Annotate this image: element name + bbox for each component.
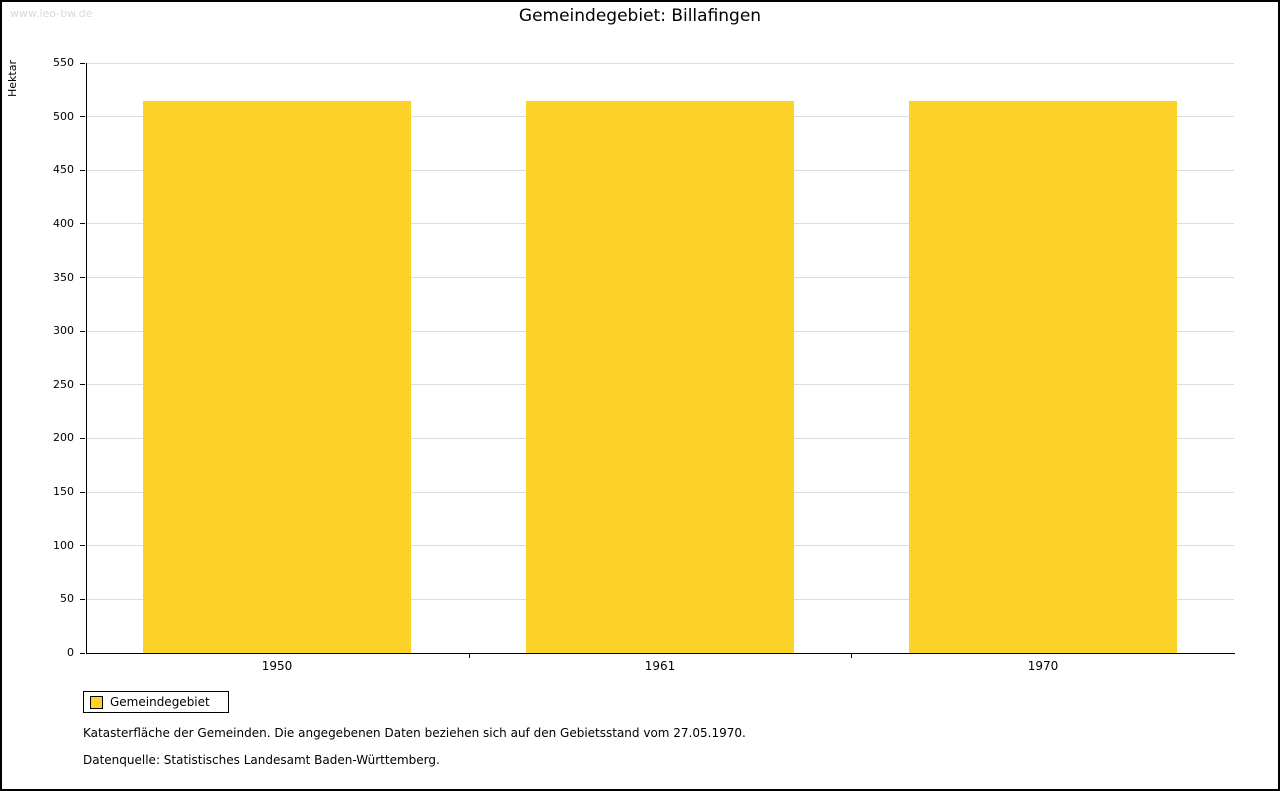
y-tick-mark: [80, 652, 85, 654]
y-tick-label: 400: [53, 216, 74, 230]
y-tick-label: 50: [60, 592, 74, 606]
y-tick-mark: [80, 330, 85, 332]
y-tick-label: 550: [53, 56, 74, 69]
x-tick-mark: [851, 653, 852, 658]
legend-swatch-icon: [90, 695, 103, 709]
x-tick-mark: [469, 653, 470, 658]
x-tick-label: 1950: [261, 659, 293, 673]
x-axis-line: [86, 653, 1235, 654]
y-tick-mark: [80, 545, 85, 547]
y-tick-label: 300: [53, 324, 74, 338]
y-tick-mark: [80, 223, 85, 225]
watermark: www.leo-bw.de: [10, 7, 93, 20]
y-tick-label: 150: [53, 485, 74, 499]
legend: Gemeindegebiet: [83, 691, 229, 713]
bar-1970: [909, 100, 1177, 653]
y-tick-label: 450: [53, 163, 74, 177]
footnote-data-source: Datenquelle: Statistisches Landesamt Bad…: [83, 753, 440, 767]
y-tick-mark: [80, 169, 85, 171]
bar-1950: [143, 100, 411, 653]
y-tick-mark: [80, 116, 85, 118]
y-tick-label: 100: [53, 538, 74, 552]
y-tick-label: 0: [67, 646, 74, 659]
legend-label: Gemeindegebiet: [110, 695, 210, 709]
y-tick-label: 250: [53, 377, 74, 391]
y-tick-mark: [80, 491, 85, 493]
x-tick-label: 1961: [644, 659, 676, 673]
bar-1961: [526, 100, 794, 653]
y-axis-line: [86, 63, 87, 653]
chart-title: Gemeindegebiet: Billafingen: [518, 6, 762, 26]
y-tick-label: 200: [53, 431, 74, 445]
gridline: [86, 62, 1234, 64]
footnote-source-note: Katasterfläche der Gemeinden. Die angege…: [83, 726, 746, 740]
y-tick-label: 350: [53, 270, 74, 284]
y-tick-mark: [80, 277, 85, 279]
y-tick-label: 500: [53, 109, 74, 123]
x-tick-label: 1970: [1027, 659, 1059, 673]
y-tick-mark: [80, 437, 85, 439]
y-tick-mark: [80, 384, 85, 386]
y-tick-mark: [80, 598, 85, 600]
y-tick-mark: [80, 62, 85, 64]
